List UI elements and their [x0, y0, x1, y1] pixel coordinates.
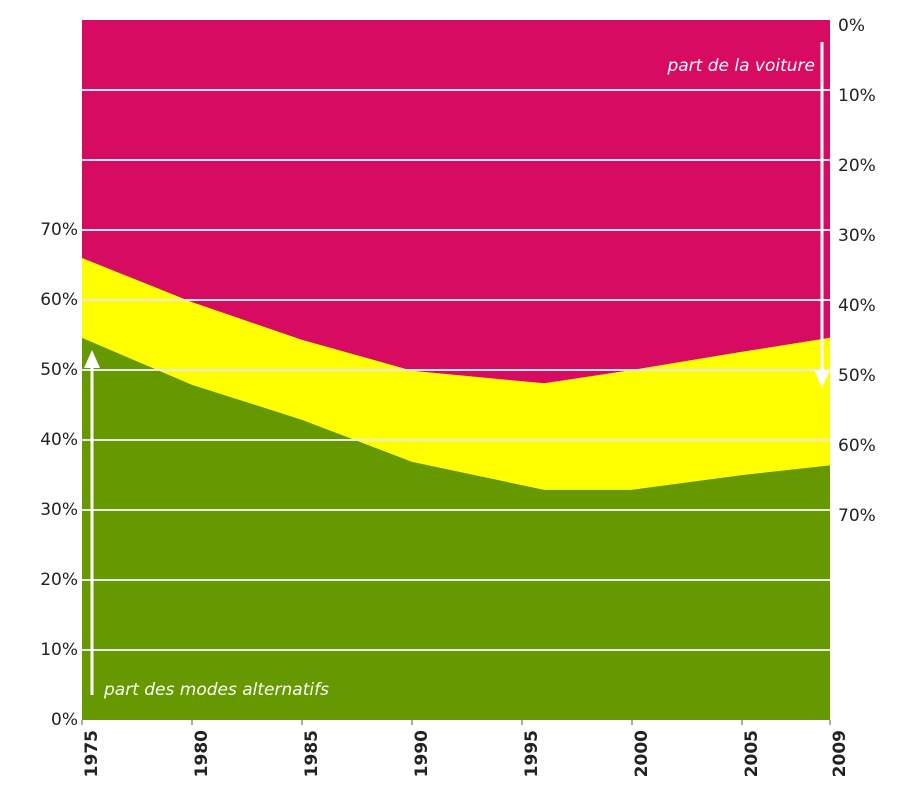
y2-tick-label: 50% — [838, 366, 876, 386]
area — [82, 258, 830, 490]
x-tick-label: 2005 — [742, 730, 762, 777]
x-tick-label: 2000 — [632, 730, 652, 777]
y2-tick-label: 20% — [838, 156, 876, 176]
area — [82, 337, 830, 720]
x-tick-label: 2009 — [830, 730, 850, 777]
y2-tick-label: 60% — [838, 436, 876, 456]
x-tick-label: 1975 — [82, 730, 102, 777]
y-tick-label: 40% — [40, 430, 78, 450]
grid — [82, 89, 830, 651]
y2-tick-label: 10% — [838, 86, 876, 106]
arrow-head — [814, 370, 830, 388]
labels: 0% 10% 20% 30% 40% 50% 60% 70% 0% 10% 20% 30% 40% 50%… — [40, 16, 876, 777]
y2-tick-label: 30% — [838, 226, 876, 246]
y-tick-label: 20% — [40, 570, 78, 590]
y-tick-label: 70% — [40, 220, 78, 240]
y2-tick-label: 40% — [838, 296, 876, 316]
annotation: part de la voiture — [666, 56, 815, 76]
annotation: part des modes alternatifs — [103, 680, 329, 700]
y-tick-label: 0% — [51, 710, 78, 730]
x-tick-label: 1990 — [412, 730, 432, 777]
x-tick-label: 1995 — [522, 730, 542, 777]
y2-tick-label: 70% — [838, 506, 876, 526]
y-tick-label: 50% — [40, 360, 78, 380]
x-tick-label: 1985 — [302, 730, 322, 777]
arrow-head — [84, 350, 100, 368]
y2-tick-label: 0% — [838, 16, 865, 36]
y-tick-label: 30% — [40, 500, 78, 520]
areas — [82, 20, 830, 720]
y-tick-label: 10% — [40, 640, 78, 660]
area — [82, 20, 830, 384]
y-tick-label: 60% — [40, 290, 78, 310]
x-tick-label: 1980 — [192, 730, 212, 777]
